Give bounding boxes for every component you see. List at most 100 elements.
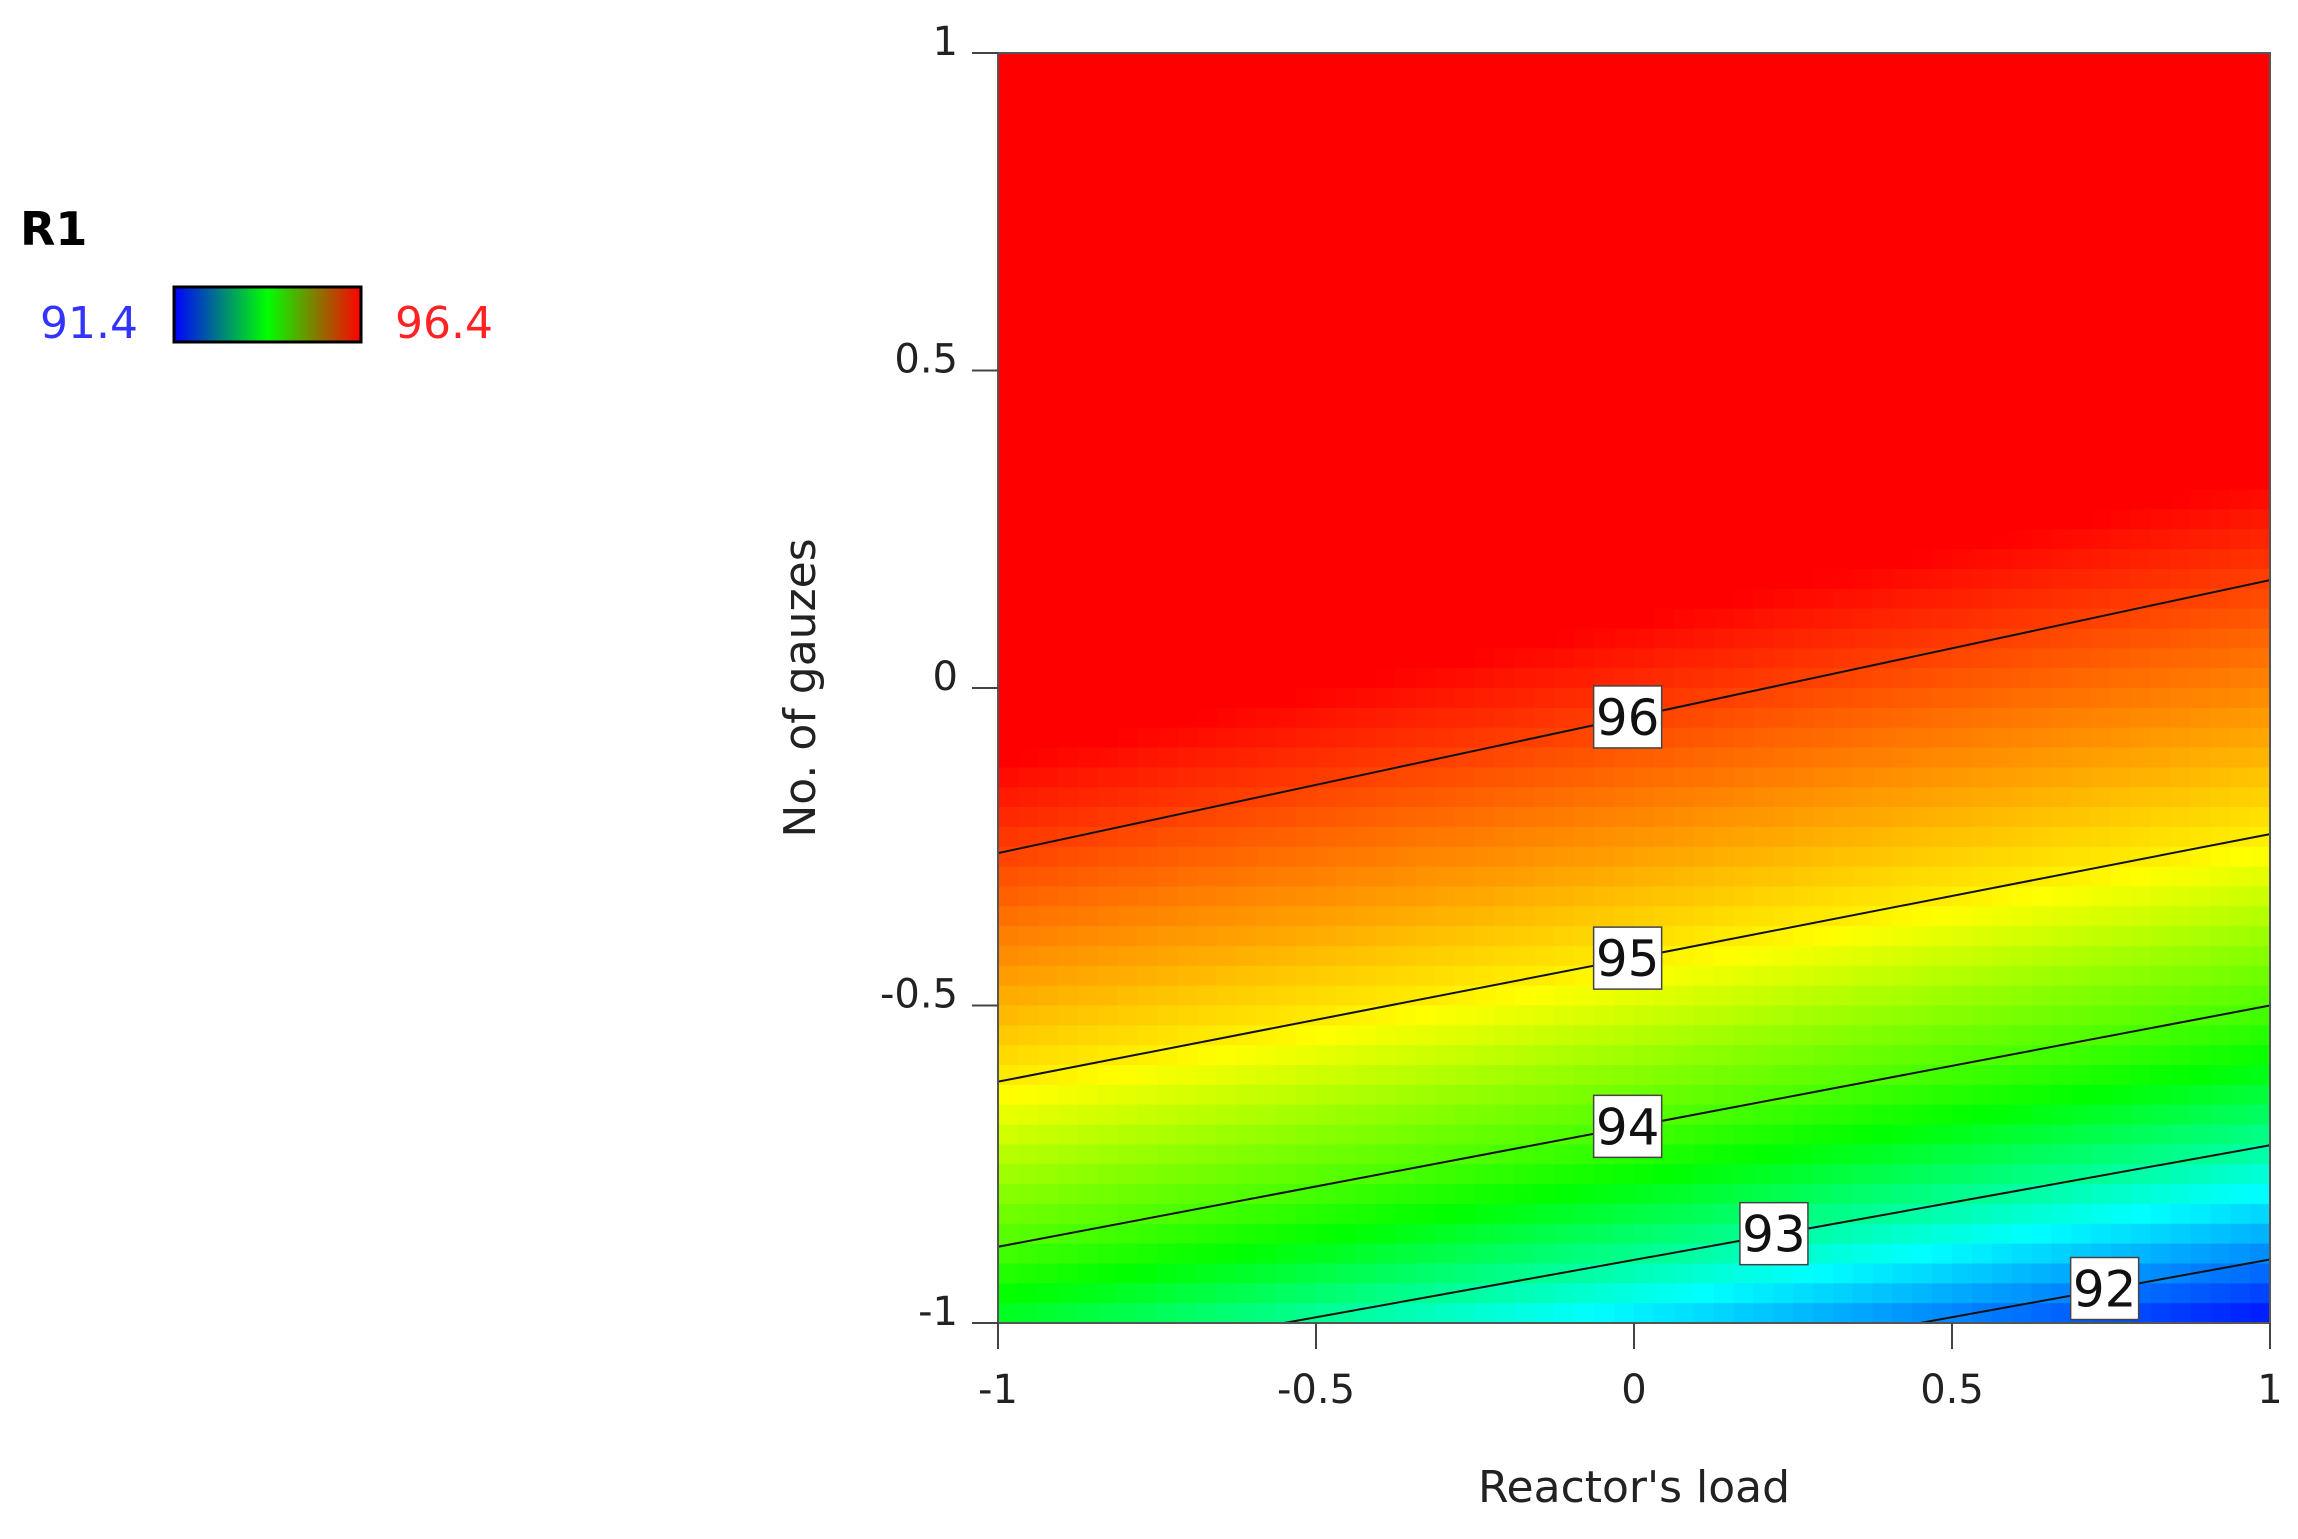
heatmap-cell bbox=[1057, 410, 1079, 431]
heatmap-cell bbox=[1892, 1045, 1914, 1066]
heatmap-cell bbox=[1375, 1144, 1397, 1166]
heatmap-cell bbox=[1634, 132, 1655, 154]
heatmap-cell bbox=[1534, 1223, 1556, 1245]
heatmap-cell bbox=[1316, 985, 1337, 1007]
heatmap-cell bbox=[1296, 747, 1317, 769]
heatmap-cell bbox=[1455, 1243, 1476, 1265]
heatmap-cell bbox=[2150, 1223, 2172, 1245]
heatmap-cell bbox=[1316, 1104, 1337, 1126]
heatmap-cell bbox=[1514, 211, 1536, 233]
heatmap-cell bbox=[1733, 985, 1755, 1007]
heatmap-cell bbox=[1395, 707, 1417, 729]
heatmap-cell bbox=[1773, 787, 1794, 808]
heatmap-cell bbox=[1991, 767, 2013, 789]
heatmap-cell bbox=[1236, 1025, 1258, 1046]
heatmap-cell bbox=[2071, 350, 2092, 372]
heatmap-cell bbox=[1455, 727, 1476, 749]
heatmap-cell bbox=[1812, 688, 1834, 709]
heatmap-cell bbox=[1097, 1124, 1119, 1146]
heatmap-cell bbox=[1157, 826, 1178, 848]
heatmap-cell bbox=[1057, 390, 1079, 411]
heatmap-cell bbox=[1415, 72, 1437, 94]
heatmap-cell bbox=[1634, 152, 1655, 173]
heatmap-cell bbox=[1435, 826, 1456, 848]
heatmap-cell bbox=[1276, 350, 1297, 372]
heatmap-cell bbox=[1137, 568, 1158, 590]
heatmap-cell bbox=[1793, 529, 1814, 550]
heatmap-cell bbox=[1316, 648, 1337, 669]
heatmap-cell bbox=[1057, 628, 1079, 650]
heatmap-cell bbox=[1276, 826, 1297, 848]
heatmap-cell bbox=[1673, 1104, 1695, 1126]
heatmap-cell bbox=[1574, 152, 1596, 173]
heatmap-cell bbox=[2011, 132, 2033, 154]
heatmap-cell bbox=[1634, 529, 1655, 550]
heatmap-cell bbox=[1415, 529, 1437, 550]
heatmap-cell bbox=[1097, 53, 1119, 74]
heatmap-cell bbox=[2250, 191, 2270, 213]
heatmap-cell bbox=[1574, 668, 1596, 689]
heatmap-cell bbox=[1514, 449, 1536, 471]
heatmap-cell bbox=[1455, 489, 1476, 511]
heatmap-cell bbox=[2091, 787, 2112, 808]
heatmap-cell bbox=[1872, 1104, 1894, 1126]
heatmap-cell bbox=[1892, 489, 1914, 511]
heatmap-cell bbox=[1574, 688, 1596, 709]
heatmap-cell bbox=[1216, 112, 1238, 134]
heatmap-cell bbox=[1176, 211, 1198, 233]
heatmap-cell bbox=[1932, 727, 1953, 749]
heatmap-cell bbox=[1375, 231, 1397, 253]
heatmap-cell bbox=[1017, 211, 1039, 233]
heatmap-cell bbox=[1733, 1144, 1755, 1166]
heatmap-cell bbox=[1932, 211, 1953, 233]
heatmap-cell bbox=[1316, 1203, 1337, 1225]
heatmap-cell bbox=[1455, 231, 1476, 253]
heatmap-cell bbox=[1634, 410, 1655, 431]
heatmap-cell bbox=[1435, 251, 1456, 273]
heatmap-cell bbox=[2071, 271, 2092, 292]
heatmap-cell bbox=[1872, 211, 1894, 233]
heatmap-cell bbox=[1773, 608, 1794, 630]
heatmap-cell bbox=[1574, 568, 1596, 590]
heatmap-cell bbox=[2130, 1104, 2152, 1126]
heatmap-cell bbox=[2230, 72, 2251, 94]
heatmap-cell bbox=[2091, 430, 2112, 451]
heatmap-cell bbox=[1455, 271, 1476, 292]
heatmap-cell bbox=[1554, 271, 1576, 292]
heatmap-cell bbox=[1653, 390, 1675, 411]
heatmap-cell bbox=[1733, 648, 1755, 669]
heatmap-cell bbox=[1971, 747, 1993, 769]
heatmap-cell bbox=[2170, 469, 2192, 491]
heatmap-cell bbox=[1137, 945, 1158, 967]
heatmap-cell bbox=[2111, 965, 2132, 987]
heatmap-cell bbox=[2091, 608, 2112, 630]
heatmap-cell bbox=[1157, 787, 1178, 808]
heatmap-cell bbox=[1753, 310, 1774, 332]
heatmap-cell bbox=[2031, 906, 2053, 927]
heatmap-cell bbox=[1653, 767, 1675, 789]
heatmap-cell bbox=[1435, 330, 1456, 352]
heatmap-cell bbox=[1952, 628, 1973, 650]
heatmap-cell bbox=[1634, 1263, 1655, 1285]
heatmap-cell bbox=[1395, 370, 1417, 392]
heatmap-cell bbox=[1296, 350, 1317, 372]
legend-color-bar bbox=[172, 285, 363, 344]
heatmap-cell bbox=[1534, 688, 1556, 709]
heatmap-cell bbox=[1494, 231, 1516, 253]
heatmap-cell bbox=[1216, 211, 1238, 233]
heatmap-cell bbox=[1554, 846, 1576, 868]
heatmap-cell bbox=[2091, 92, 2112, 114]
heatmap-cell bbox=[1117, 1104, 1138, 1126]
heatmap-cell bbox=[1534, 1283, 1556, 1304]
heatmap-cell bbox=[1534, 1303, 1556, 1323]
heatmap-cell bbox=[1097, 688, 1119, 709]
heatmap-cell bbox=[2051, 449, 2073, 471]
heatmap-cell bbox=[1514, 310, 1536, 332]
heatmap-cell bbox=[2071, 529, 2092, 550]
heatmap-cell bbox=[1574, 529, 1596, 550]
heatmap-cell bbox=[1256, 707, 1278, 729]
heatmap-cell bbox=[1176, 271, 1198, 292]
heatmap-cell bbox=[1097, 1303, 1119, 1323]
heatmap-cell bbox=[1753, 410, 1774, 431]
heatmap-cell bbox=[2011, 509, 2033, 531]
